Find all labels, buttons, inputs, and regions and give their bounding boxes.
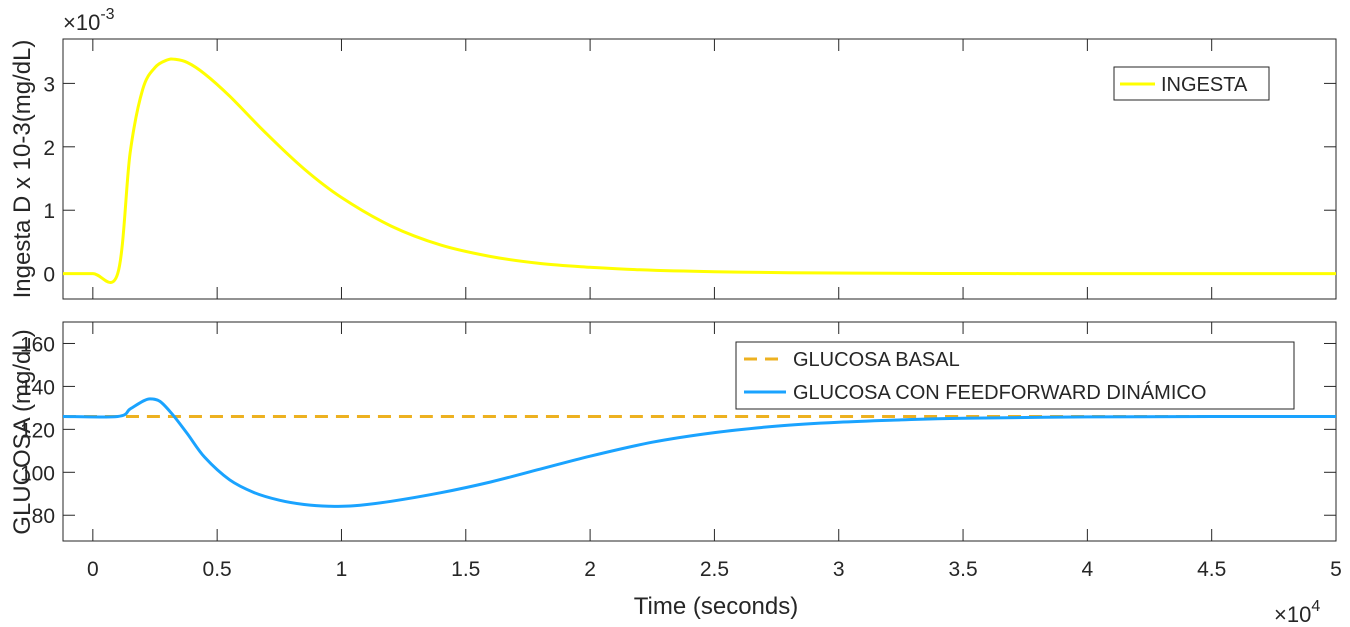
y-tick-label: 140: [20, 376, 55, 399]
x-tick-label: 4: [1082, 558, 1094, 581]
x-tick-label: 0: [87, 558, 99, 581]
glucosa-ticks: 80 100 120 140 160 0 0.5 1 1.5 2 2.5 3 3.5 4 4.5 5: [20, 322, 1342, 581]
legend-label-basal: GLUCOSA BASAL: [793, 349, 960, 371]
ingesta-legend: INGESTA: [1113, 66, 1270, 101]
x-tick-label: 2.5: [700, 558, 729, 581]
x-tick-label: 2: [584, 558, 596, 581]
ingesta-ticks: 0 1 2 3: [43, 39, 1337, 299]
x-axis-label: Time (seconds): [634, 593, 798, 620]
ingesta-series: [63, 57, 1337, 284]
y-tick-label: 2: [43, 137, 55, 160]
legend-label-feedforward: GLUCOSA CON FEEDFORWARD DINÁMICO: [793, 381, 1206, 404]
y-tick-label: 100: [20, 462, 55, 485]
glucosa-legend-box: [735, 341, 1295, 410]
x-tick-label: 1: [336, 558, 348, 581]
glucosa-y-axis-label: GLUCOSA (mg/dL): [9, 329, 36, 534]
ingesta-y-exponent: ×10-3: [63, 6, 115, 35]
y-tick-label: 120: [20, 419, 55, 442]
ingesta-y-axis-label: Ingesta D x 10-3(mg/dL): [9, 40, 36, 299]
ingesta-axes: 0 1 2 3 ×10-3 Ingesta D x 10-3(mg/dL) INGES…: [9, 6, 1337, 300]
y-tick-label: 0: [43, 264, 55, 287]
x-tick-label: 3: [833, 558, 845, 581]
x-tick-label: 5: [1330, 558, 1342, 581]
glucosa-legend: GLUCOSA BASAL GLUCOSA CON FEEDFORWARD DI…: [735, 341, 1295, 410]
glucosa-axes: 80 100 120 140 160 0 0.5 1 1.5 2 2.5 3 3.5 4 4.5 5 GLUC…: [9, 321, 1342, 627]
glucosa-series: [62, 397, 1337, 508]
series-line-glucosa-con-feedforward-din-mico: [62, 397, 1337, 508]
y-tick-label: 3: [43, 73, 55, 96]
ingesta-legend-label: INGESTA: [1161, 74, 1248, 96]
x-tick-label: 1.5: [451, 558, 480, 581]
x-tick-label: 4.5: [1197, 558, 1226, 581]
x-exponent: ×104: [1274, 598, 1320, 627]
y-tick-label: 1: [43, 200, 55, 223]
series-line-ingesta: [63, 57, 1337, 284]
y-tick-label: 80: [32, 505, 55, 528]
y-tick-label: 160: [20, 333, 55, 356]
x-tick-label: 0.5: [203, 558, 232, 581]
x-tick-label: 3.5: [948, 558, 977, 581]
